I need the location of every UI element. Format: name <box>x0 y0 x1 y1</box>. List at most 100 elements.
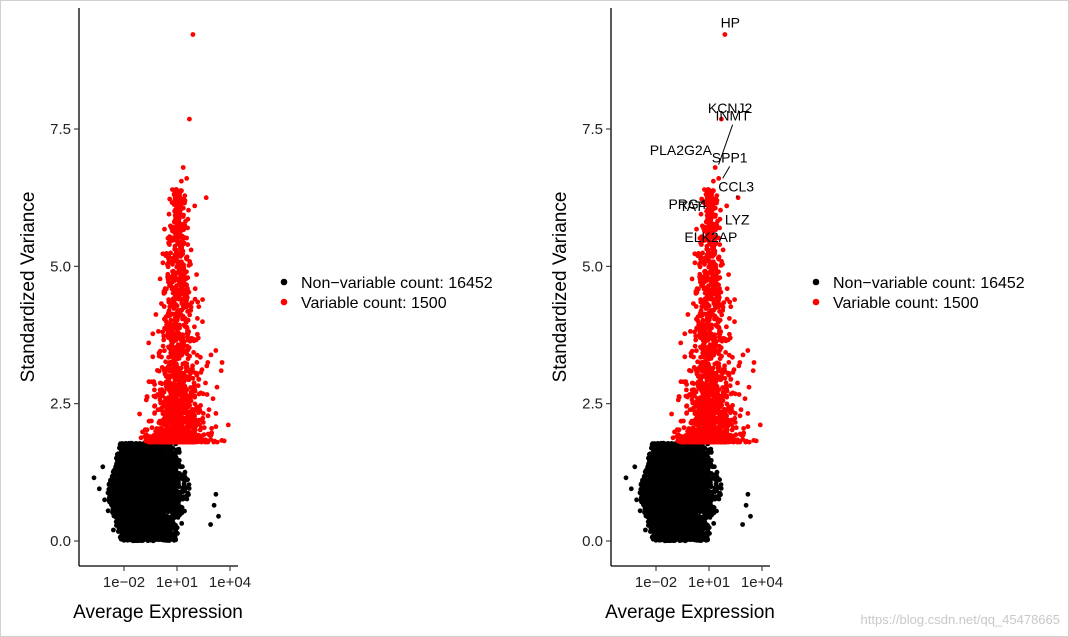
nonvariable-point <box>153 470 159 476</box>
nonvariable-point <box>150 459 156 464</box>
nonvariable-point <box>140 479 146 485</box>
nonvariable-point <box>180 464 185 470</box>
nonvariable-point <box>184 496 190 502</box>
nonvariable-point <box>109 482 115 487</box>
nonvariable-point <box>116 503 122 508</box>
nonvariable-point <box>121 456 127 462</box>
nonvariable-point <box>153 523 159 528</box>
nonvariable-point <box>170 535 176 541</box>
nonvariable-point <box>176 483 182 489</box>
nonvariable-point <box>186 486 192 491</box>
nonvariable-point <box>118 474 124 480</box>
nonvariable-point <box>172 474 178 480</box>
nonvariable-point <box>109 501 115 507</box>
nonvariable-point <box>160 520 166 526</box>
nonvariable-point <box>143 496 149 502</box>
nonvariable-point <box>116 523 122 528</box>
nonvariable-point <box>167 521 173 526</box>
nonvariable-point <box>155 475 161 481</box>
nonvariable-point <box>162 514 168 520</box>
nonvariable-point <box>140 471 146 477</box>
left-points-layer <box>91 32 231 544</box>
nonvariable-point <box>146 532 152 538</box>
nonvariable-point <box>155 535 161 541</box>
nonvariable-point <box>133 455 139 461</box>
nonvariable-point <box>154 504 159 509</box>
nonvariable-point <box>156 531 162 536</box>
nonvariable-point <box>185 477 191 483</box>
nonvariable-point <box>127 471 133 477</box>
nonvariable-point <box>176 458 182 463</box>
nonvariable-point <box>179 510 185 516</box>
nonvariable-point <box>150 493 156 499</box>
nonvariable-point <box>159 498 165 504</box>
nonvariable-point <box>171 504 176 510</box>
nonvariable-point <box>158 503 164 509</box>
nonvariable-point <box>119 536 125 542</box>
nonvariable-point <box>154 510 160 516</box>
nonvariable-point <box>114 461 119 466</box>
nonvariable-point <box>158 488 164 493</box>
nonvariable-point <box>130 506 136 512</box>
nonvariable-point <box>123 449 128 455</box>
nonvariable-point <box>132 491 138 497</box>
nonvariable-point <box>162 457 168 462</box>
nonvariable-point <box>135 468 141 474</box>
nonvariable-point <box>143 501 149 507</box>
nonvariable-point <box>173 529 179 535</box>
nonvariable-point <box>172 452 178 457</box>
nonvariable-point <box>109 475 115 480</box>
nonvariable-point <box>172 492 178 498</box>
nonvariable-point <box>150 528 156 534</box>
nonvariable-point <box>120 481 126 486</box>
nonvariable-point <box>161 483 167 488</box>
nonvariable-point <box>172 508 177 514</box>
nonvariable-point <box>129 525 135 530</box>
nonvariable-point <box>152 444 158 450</box>
nonvariable-point <box>112 506 117 512</box>
nonvariable-point <box>105 490 111 496</box>
nonvariable-point <box>126 490 132 496</box>
nonvariable-point <box>163 468 169 473</box>
nonvariable-point <box>158 449 164 454</box>
nonvariable-point <box>121 496 127 502</box>
nonvariable-point <box>143 452 148 457</box>
nonvariable-point <box>169 496 175 502</box>
nonvariable-point <box>134 509 140 515</box>
nonvariable-point <box>138 537 144 543</box>
nonvariable-point <box>119 466 125 472</box>
nonvariable-point <box>119 517 125 523</box>
nonvariable-point <box>165 529 170 535</box>
nonvariable-point <box>119 530 125 536</box>
nonvariable-point <box>167 509 173 514</box>
nonvariable-point <box>130 499 135 505</box>
nonvariable-point <box>141 461 146 467</box>
nonvariable-point <box>137 441 143 447</box>
nonvariable-point <box>150 474 155 480</box>
nonvariable-point <box>125 459 131 464</box>
nonvariable-point <box>140 515 145 520</box>
nonvariable-point <box>135 520 141 526</box>
nonvariable-point <box>154 516 159 521</box>
nonvariable-point <box>167 460 173 466</box>
nonvariable-point <box>149 484 155 490</box>
nonvariable-point <box>150 465 156 471</box>
nonvariable-point <box>147 508 153 514</box>
nonvariable-point <box>127 512 133 518</box>
nonvariable-point <box>145 466 150 471</box>
nonvariable-point <box>116 488 122 494</box>
nonvariable-point <box>127 453 132 458</box>
nonvariable-point <box>179 521 185 526</box>
nonvariable-point <box>181 473 187 479</box>
nonvariable-point <box>179 505 185 510</box>
nonvariable-point <box>174 463 179 469</box>
nonvariable-point <box>142 488 148 494</box>
nonvariable-point <box>135 525 141 531</box>
nonvariable-point <box>164 504 170 510</box>
nonvariable-point <box>176 449 182 455</box>
nonvariable-point <box>160 493 166 498</box>
nonvariable-point <box>139 523 145 528</box>
nonvariable-point <box>155 455 161 461</box>
nonvariable-point <box>111 511 117 517</box>
